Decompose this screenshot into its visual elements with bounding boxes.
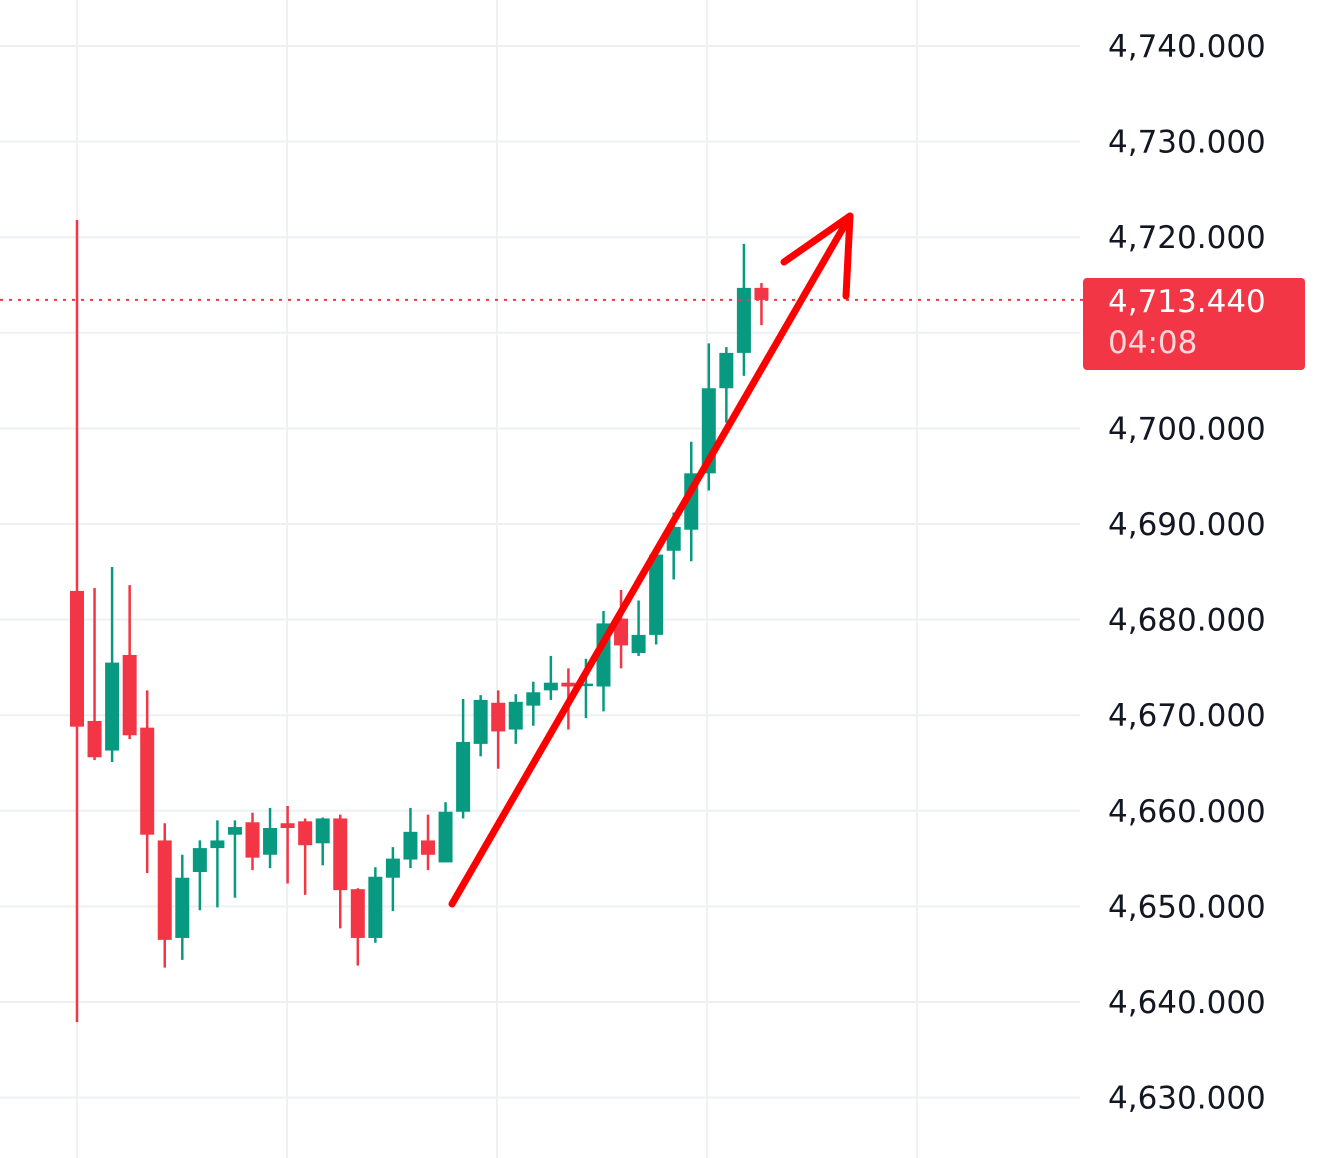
candle-body [227,827,242,835]
candle-body [350,889,365,938]
bar-countdown: 04:08 [1108,325,1198,361]
y-tick-label: 4,720.000 [1108,220,1266,256]
y-tick-label: 4,730.000 [1108,125,1266,161]
candle [491,690,506,769]
candle [175,854,190,960]
candle-body [315,818,330,844]
candle-body [333,818,348,891]
y-tick-label: 4,640.000 [1108,985,1266,1021]
candle [596,610,611,712]
y-tick-label: 4,700.000 [1108,411,1266,447]
last-price-label: 4,713.440 [1108,284,1266,320]
candle [350,888,365,966]
candle [649,554,664,645]
candle [368,867,383,943]
candle-body [649,554,664,635]
candle-body [543,682,558,691]
candle-body [473,699,488,744]
candle [456,698,471,819]
candle-body [157,840,172,940]
candle-body [614,618,629,646]
y-tick-label: 4,680.000 [1108,603,1266,639]
candle [298,818,313,895]
candle [614,589,629,669]
candle [280,806,295,884]
candle-body [438,811,453,863]
candle-body [508,701,523,730]
candle [508,694,523,744]
candle [473,695,488,757]
candle-body [403,831,418,860]
candle-body [122,654,137,736]
candle-body [70,590,84,727]
candle [122,585,137,740]
candle [210,820,225,908]
candle-body [561,682,576,687]
y-tick-label: 4,670.000 [1108,698,1266,734]
candle [438,802,453,863]
candle-body [421,840,435,855]
candle-body [210,840,225,849]
candle-body [280,823,295,829]
candle [105,567,120,763]
candle [736,243,751,376]
candle [245,812,260,871]
candle [403,807,418,869]
y-tick-label: 4,660.000 [1108,794,1266,830]
candle-body [578,683,593,687]
candle [754,283,769,326]
candle [70,219,84,1023]
candle-body [298,821,313,846]
candle-body [87,720,102,758]
candle-body [631,634,646,654]
y-axis[interactable]: 4,740.000 4,730.000 4,720.000 4,700.000 4,69… [1108,29,1266,1117]
candle-body [192,848,207,872]
candle [421,814,435,871]
last-price-tag: 4,713.440 04:08 [1083,278,1305,370]
candle [526,681,541,726]
y-tick-label: 4,630.000 [1108,1081,1266,1117]
candle [157,823,172,968]
candle [385,847,400,912]
candle-body [263,828,278,855]
candle-body [140,727,155,835]
candle-body [456,741,471,812]
candle [263,807,278,869]
candle [333,814,348,929]
candle-body [368,876,383,938]
y-tick-label: 4,650.000 [1108,889,1266,925]
candle [719,347,734,423]
candle-body [175,877,190,938]
candle-body [736,287,751,353]
candle [227,820,242,898]
candle-body [491,702,506,732]
candle-body [719,352,734,389]
candle [631,600,646,656]
candle [87,588,102,761]
candle [315,817,330,866]
candle-body [245,822,260,858]
candle-body [754,287,769,300]
candle [140,690,155,873]
trend-arrow-annotation [448,212,854,908]
candle [543,655,558,700]
candle-body [105,662,120,751]
candle [192,840,207,911]
candle-body [385,858,400,878]
y-tick-label: 4,690.000 [1108,507,1266,543]
grid [0,0,1080,1158]
candles [70,219,769,1023]
candle-body [526,692,541,706]
y-tick-label: 4,740.000 [1108,29,1266,65]
